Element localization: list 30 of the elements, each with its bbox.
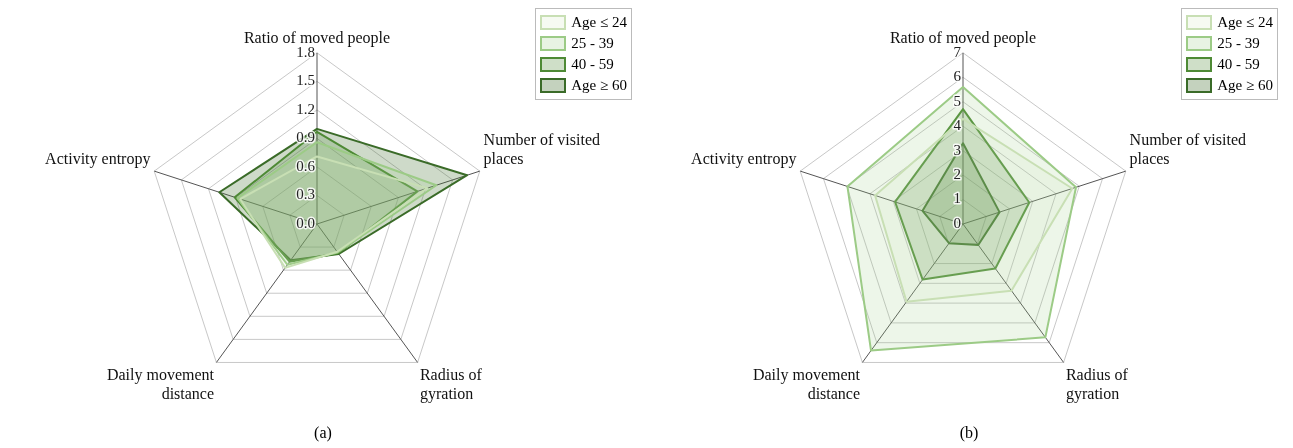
text: (b) — [958, 424, 980, 442]
y-tick-label: 1.5 — [296, 72, 315, 89]
legend-label: Age ≤ 24 — [571, 14, 627, 31]
y-tick-label: 0.0 — [296, 214, 315, 231]
spoke-label: Activity entropy — [691, 150, 797, 169]
spoke-label: Radius of gyration — [419, 365, 483, 403]
y-tick-label: 2 — [953, 166, 961, 183]
spoke-label: Daily movement distance — [752, 365, 861, 402]
spoke-label: Daily movement distance — [106, 365, 215, 402]
y-tick-label: 0.6 — [296, 157, 316, 174]
legend-label: 40 - 59 — [1217, 56, 1260, 73]
spoke-label: Number of visited places — [483, 131, 600, 169]
y-tick-label: 6 — [953, 68, 962, 85]
y-tick-label: 0.3 — [296, 186, 315, 203]
spoke-label: Number of visited places — [1129, 131, 1246, 169]
text: (a) — [313, 424, 333, 442]
spoke-label: Radius of gyration — [1065, 365, 1129, 403]
legend-label: Age ≥ 60 — [571, 77, 627, 94]
legend-label: Age ≤ 24 — [1217, 14, 1273, 31]
y-tick-label: 0.9 — [296, 129, 315, 146]
legend-label: 25 - 39 — [571, 35, 614, 52]
legend-label: 40 - 59 — [571, 56, 614, 73]
y-tick-label: 4 — [953, 117, 962, 134]
legend-label: 25 - 39 — [1217, 35, 1260, 52]
y-tick-label: 0 — [953, 214, 961, 231]
y-tick-label: 1 — [953, 190, 961, 207]
legend-label: Age ≥ 60 — [1217, 77, 1273, 94]
spoke-label: Activity entropy — [45, 150, 151, 169]
y-tick-label: 5 — [953, 92, 961, 109]
y-tick-label: 1.2 — [296, 100, 315, 117]
